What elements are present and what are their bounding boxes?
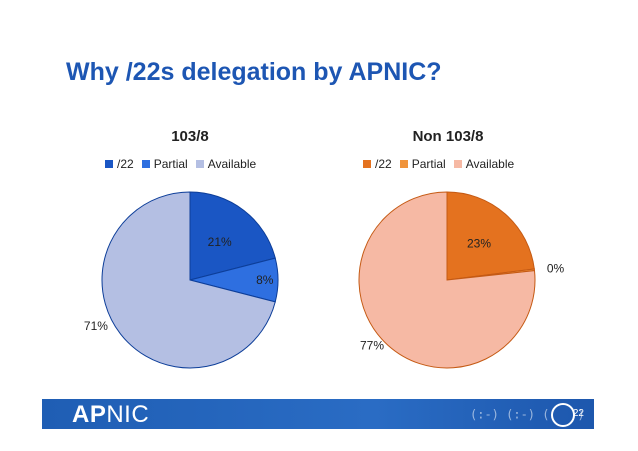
legend-swatch <box>399 160 408 168</box>
chart-title-1: 103/8 <box>171 128 209 145</box>
pie-chart-1: 21% 8% 71% <box>84 191 279 369</box>
slide-title: Why /22s delegation by APNIC? <box>66 58 442 86</box>
legend-label: /22 <box>375 157 392 171</box>
legend-item: Available <box>453 157 515 171</box>
legend-item: Partial <box>141 157 188 171</box>
logo-rest: NIC <box>106 401 150 428</box>
legend-label: /22 <box>117 157 134 171</box>
legend-label: Partial <box>411 157 446 171</box>
legend-swatch <box>453 160 462 168</box>
chart-legend-2: /22 Partial Available <box>363 157 518 171</box>
data-label: 8% <box>256 273 274 287</box>
data-label: 21% <box>208 235 232 249</box>
legend-item: Partial <box>399 157 446 171</box>
apnic-swirl-icon: (:-) (:-) () (:-) (:-) <box>470 403 638 427</box>
apnic-logo: APNIC <box>72 401 149 429</box>
legend-swatch <box>105 160 113 168</box>
data-label: 0% <box>547 261 565 275</box>
data-label: 71% <box>84 319 108 333</box>
pie-slice-22 <box>446 191 535 281</box>
legend-swatch <box>141 160 150 168</box>
pie-slice-available <box>358 191 536 369</box>
legend-label: Available <box>465 157 515 171</box>
chart-legend-1: /22 Partial Available <box>105 157 260 171</box>
legend-item: Available <box>195 157 257 171</box>
data-label: 77% <box>360 339 384 353</box>
pie-slice-available <box>101 191 276 369</box>
legend-item: /22 <box>105 157 134 171</box>
footer-bar: APNIC (:-) (:-) () (:-) (:-) 22 <box>42 399 638 429</box>
legend-label: Available <box>207 157 257 171</box>
legend-label: Partial <box>153 157 188 171</box>
legend-swatch <box>363 160 371 168</box>
pie-chart-2: 23% 0% 77% <box>358 191 565 369</box>
legend-item: /22 <box>363 157 392 171</box>
page-number: 22 <box>572 408 584 419</box>
data-label: 23% <box>467 237 491 251</box>
logo-bold: AP <box>72 401 107 428</box>
chart-title-2: Non 103/8 <box>412 128 484 145</box>
pie-slice-22 <box>189 191 276 281</box>
legend-swatch <box>195 160 204 168</box>
